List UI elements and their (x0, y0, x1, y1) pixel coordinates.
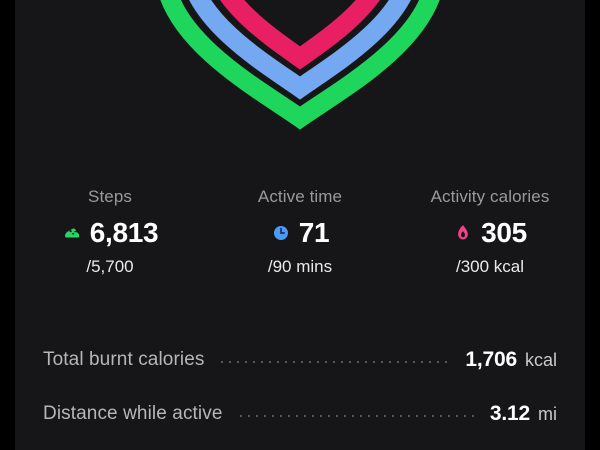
stat-active-time-goal: /90 mins (267, 257, 333, 276)
activity-heart-rings[interactable] (15, 0, 585, 140)
stat-steps[interactable]: Steps 6,813 /5,700 (15, 186, 205, 278)
summary-list: Total burnt calories 1,706 kcal Distance… (43, 333, 557, 441)
steps-ring (160, 0, 440, 130)
summary-row-label: Total burnt calories (43, 349, 205, 370)
stat-steps-main: 6,813 (15, 217, 205, 249)
activity-card: Steps 6,813 /5,700 Active time (15, 0, 585, 450)
active-time-ring (189, 0, 411, 100)
summary-row-value: 1,706 (465, 348, 517, 371)
summary-row-label: Distance while active (43, 403, 223, 424)
stat-active-time[interactable]: Active time 71 /90 mins (205, 186, 395, 278)
stat-active-time-label: Active time (257, 187, 343, 206)
stat-activity-calories-label: Activity calories (430, 187, 550, 206)
stat-steps-value: 6,813 (89, 217, 159, 248)
dotted-leader (236, 415, 476, 417)
summary-row-total-burnt-calories[interactable]: Total burnt calories 1,706 kcal (43, 333, 557, 387)
summary-row-distance-while-active[interactable]: Distance while active 3.12 mi (43, 387, 557, 441)
clock-icon (273, 226, 288, 240)
stat-active-time-value: 71 (298, 217, 330, 248)
stat-active-time-main: 71 (205, 217, 395, 249)
stat-activity-calories-main: 305 (395, 217, 585, 249)
summary-row-value: 3.12 (489, 402, 530, 425)
rings-svg (160, 0, 440, 130)
stat-activity-calories[interactable]: Activity calories 305 /300 kcal (395, 186, 585, 278)
summary-row-unit: kcal (524, 349, 557, 370)
summary-row-unit: mi (538, 403, 557, 424)
stat-activity-calories-value: 305 (481, 217, 527, 248)
stats-row: Steps 6,813 /5,700 Active time (15, 186, 585, 278)
stat-activity-calories-goal: /300 kcal (455, 257, 525, 276)
flame-icon (458, 225, 468, 240)
stat-steps-goal: /5,700 (86, 257, 134, 276)
stat-steps-label: Steps (88, 187, 132, 206)
dotted-leader (218, 361, 452, 363)
shoe-icon (64, 228, 79, 238)
